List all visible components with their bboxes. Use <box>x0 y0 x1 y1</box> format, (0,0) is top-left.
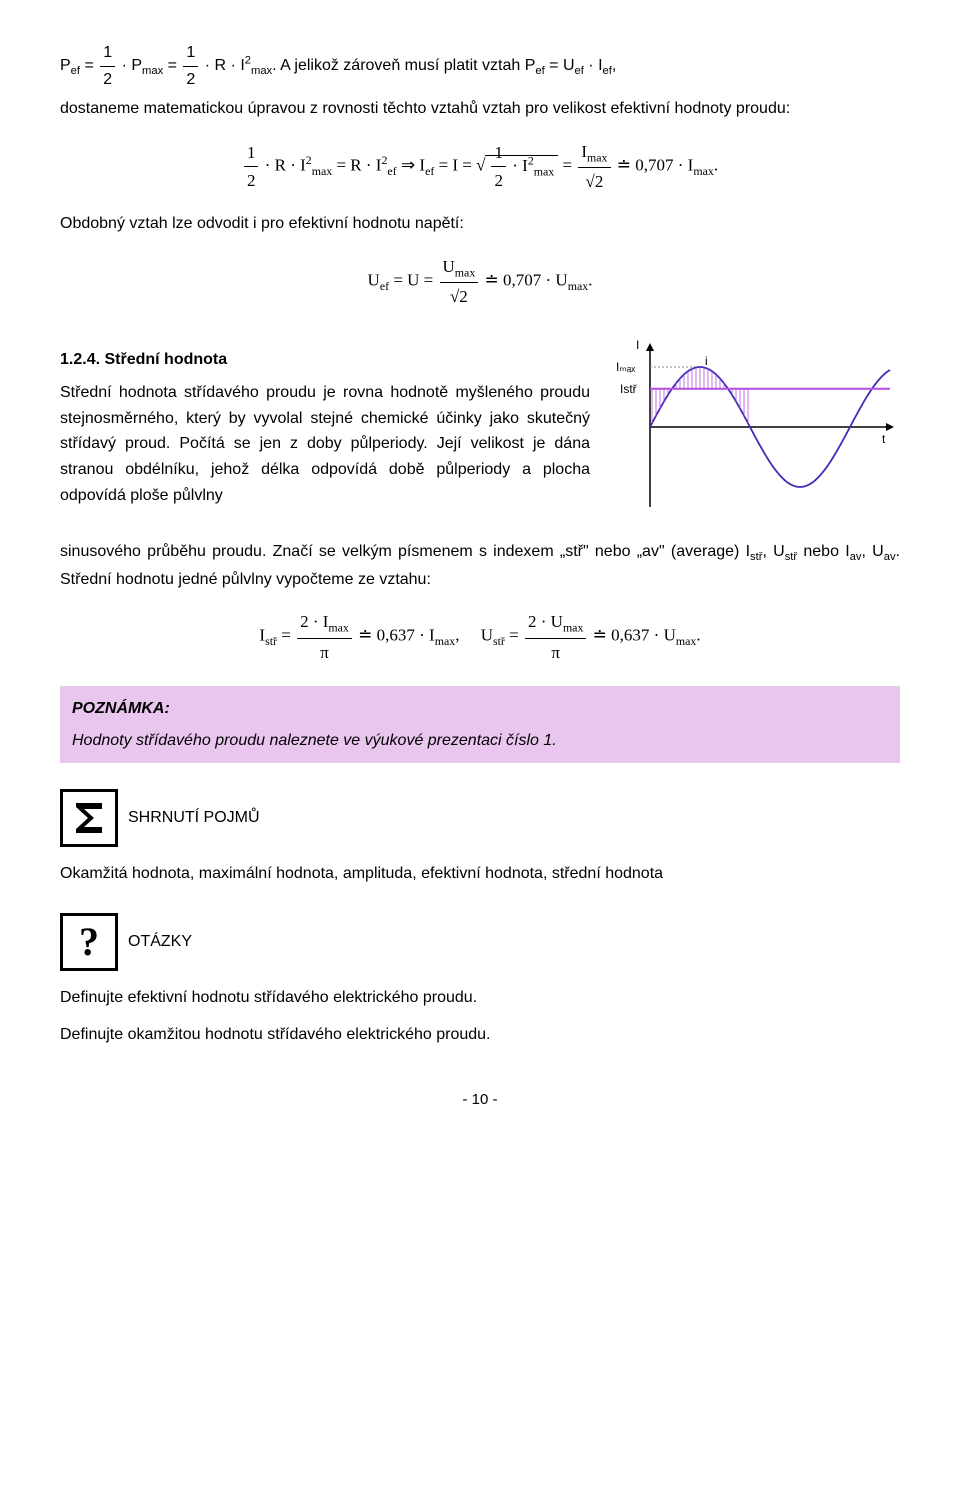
note-title: POZNÁMKA: <box>72 696 888 722</box>
equation-2: Uef = U = Umax√2 ≐ 0,707 · Umax. <box>60 253 900 311</box>
svg-text:Istř: Istř <box>620 381 638 395</box>
svg-text:I: I <box>636 338 639 352</box>
section-body-2: sinusového průběhu proudu. Značí se velk… <box>60 543 900 588</box>
questions-label: OTÁZKY <box>128 929 192 955</box>
svg-text:t: t <box>882 432 886 446</box>
note-body: Hodnoty střídavého proudu naleznete ve v… <box>72 728 888 754</box>
intro-paragraph-2: dostaneme matematickou úpravou z rovnost… <box>60 96 900 122</box>
svg-text:i: i <box>705 354 708 368</box>
section-heading: 1.2.4. Střední hodnota <box>60 347 590 373</box>
sigma-icon <box>60 789 118 847</box>
question-2: Definujte okamžitou hodnotu střídavého e… <box>60 1022 900 1048</box>
summary-body: Okamžitá hodnota, maximální hodnota, amp… <box>60 861 900 887</box>
text: Pef = 12 · Pmax = 12 · R · I2max. A jeli… <box>60 57 616 74</box>
note-box: POZNÁMKA: Hodnoty střídavého proudu nale… <box>60 686 900 763</box>
equation-3: Istř = 2 · Imaxπ ≐ 0,637 · Imax, Ustř = … <box>60 608 900 666</box>
questions-row: ? OTÁZKY <box>60 913 900 971</box>
section-body-1: Střední hodnota střídavého proudu je rov… <box>60 380 590 508</box>
para-2: Obdobný vztah lze odvodit i pro efektivn… <box>60 211 900 237</box>
equation-1: 12 · R · I2max = R · I2ef ⇒ Ief = I = √1… <box>60 138 900 196</box>
summary-label: SHRNUTÍ POJMŮ <box>128 805 260 831</box>
mean-value-chart: IIₘₐₓ Istř i t <box>600 327 900 527</box>
question-icon: ? <box>60 913 118 971</box>
summary-row: SHRNUTÍ POJMŮ <box>60 789 900 847</box>
question-1: Definujte efektivní hodnotu střídavého e… <box>60 985 900 1011</box>
page-footer: - 10 - <box>60 1088 900 1112</box>
section-body-2-wrap: sinusového průběhu proudu. Značí se velk… <box>60 539 900 593</box>
intro-paragraph-1: Pef = 12 · Pmax = 12 · R · I2max. A jeli… <box>60 40 900 92</box>
svg-text:Iₘₐₓ: Iₘₐₓ <box>616 360 635 374</box>
